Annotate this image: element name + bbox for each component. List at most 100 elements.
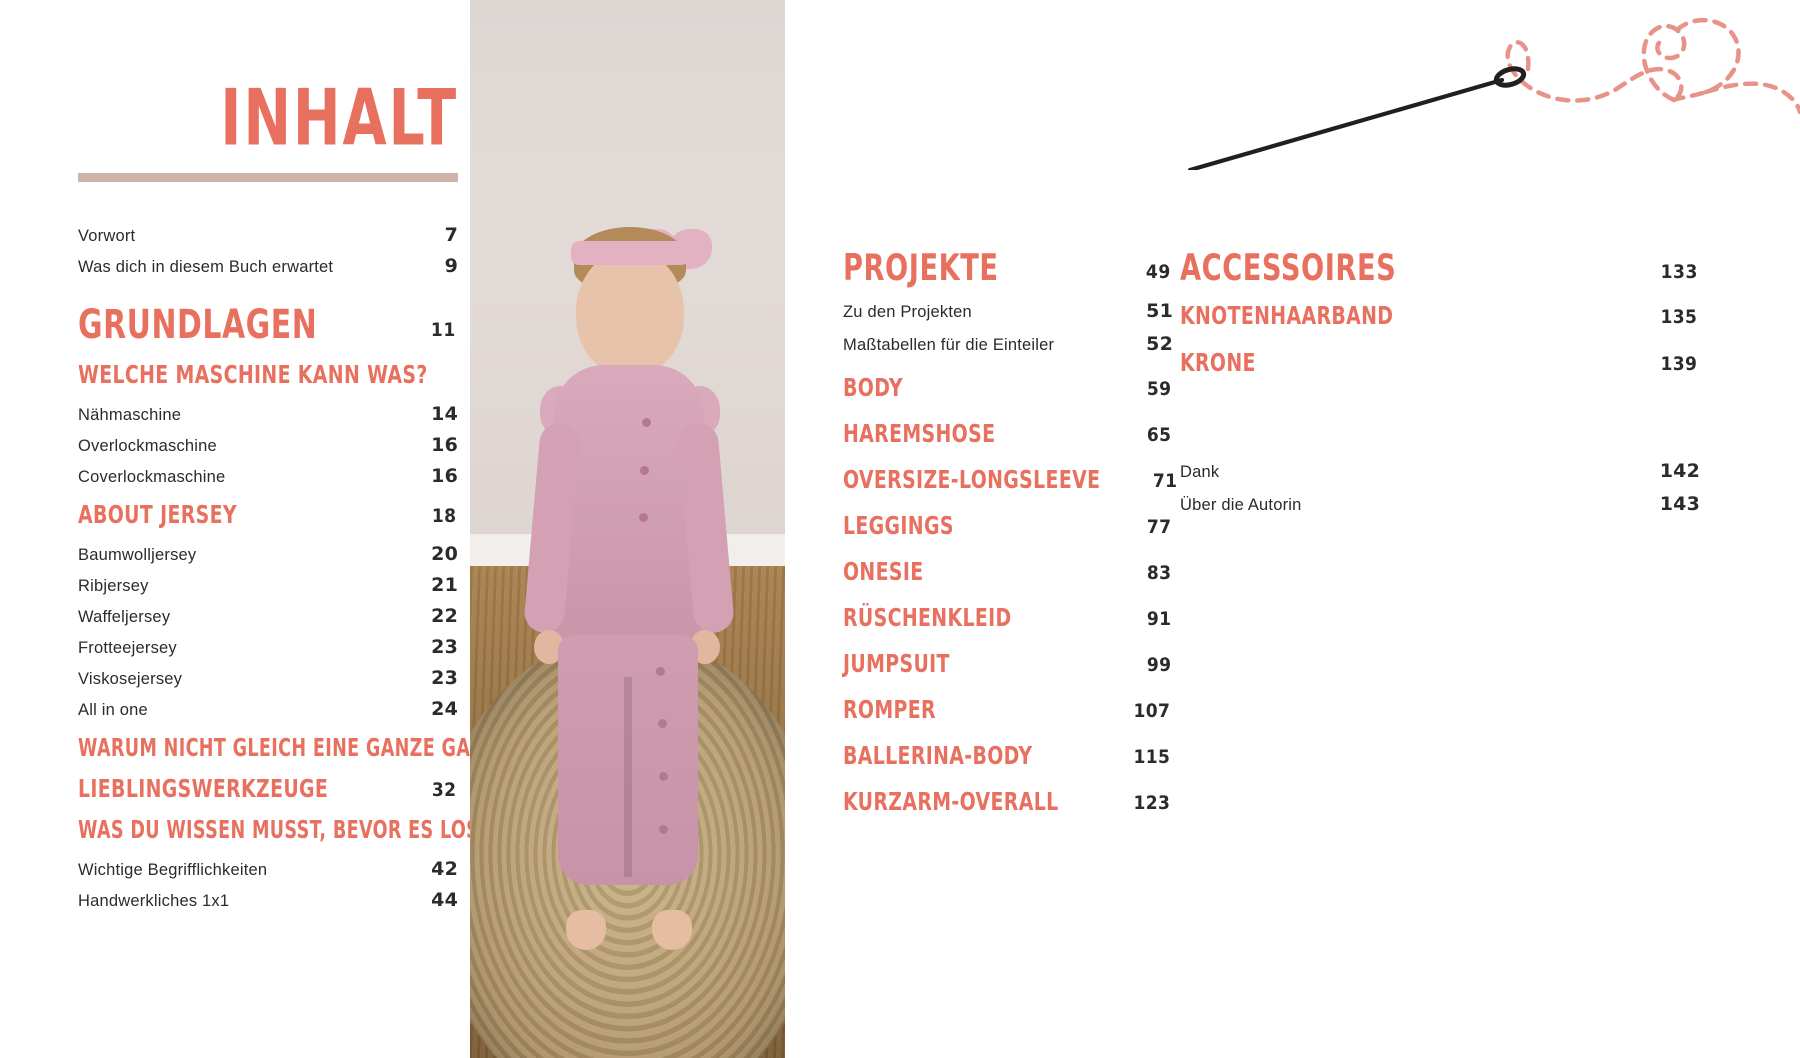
toc-entry-page-number: 52 [1146, 333, 1173, 355]
toc-entry[interactable]: Ribjersey 21 [78, 574, 458, 596]
toc-entry[interactable]: HAREMSHOSE 65 [843, 420, 1173, 449]
toc-entry-label: ACCESSOIRES [1180, 246, 1397, 290]
photo-snap-button [639, 465, 649, 475]
title-divider [78, 173, 458, 182]
photo-snap-button [655, 666, 665, 676]
toc-entry[interactable]: WARUM NICHT GLEICH EINE GANZE GARDEROBE?… [78, 735, 737, 763]
toc-entry[interactable]: ACCESSOIRES 133 [1180, 246, 1700, 290]
toc-entry-label: KNOTENHAARBAND [1180, 302, 1394, 331]
photo-snap-button [641, 417, 651, 427]
toc-entry[interactable]: WELCHE MASCHINE KANN WAS?12 [78, 362, 520, 390]
toc-entry-label: Dank [1180, 463, 1220, 481]
toc-entry[interactable]: KRONE 139 [1180, 350, 1700, 378]
needle-thread-decoration [1150, 0, 1800, 173]
toc-entry-label: ROMPER [843, 696, 936, 725]
toc-entry-label: Über die Autorin [1180, 496, 1302, 514]
column-spacer [1180, 398, 1700, 460]
toc-entry-page-number: 23 [431, 667, 458, 689]
page-title: INHALT [220, 72, 458, 164]
photo-headband [570, 241, 689, 266]
toc-entry-page-number: 44 [431, 889, 458, 911]
toc-entry-label: ABOUT JERSEY [78, 501, 237, 530]
toc-entry-label: Baumwolljersey [78, 546, 197, 564]
toc-entry[interactable]: Wichtige Begrifflichkeiten 42 [78, 858, 458, 880]
toc-entry-label: Frotteejersey [78, 639, 177, 657]
toc-entry-page-number: 49 [1146, 261, 1172, 283]
toc-entry-page-number: 11 [431, 319, 457, 341]
toc-entry[interactable]: BODY 59 [843, 374, 1173, 403]
toc-entry-page-number: 9 [444, 255, 458, 277]
toc-entry[interactable]: Frotteejersey 23 [78, 636, 458, 658]
toc-entry[interactable]: LEGGINGS 77 [843, 512, 1173, 541]
toc-entry[interactable]: Handwerkliches 1x1 44 [78, 889, 458, 911]
toc-entry[interactable]: WAS DU WISSEN MUSST, BEVOR ES LOSGEHT40 [78, 817, 683, 845]
toc-entry-page-number: 18 [431, 505, 457, 527]
toc-entry[interactable]: ONESIE 83 [843, 559, 1173, 587]
baby-photo [470, 0, 785, 1058]
toc-entry[interactable]: Baumwolljersey 20 [78, 543, 458, 565]
toc-entry[interactable]: Zu den Projekten 51 [843, 300, 1173, 322]
toc-entry[interactable]: JUMPSUIT 99 [843, 650, 1173, 679]
photo-snap-button [638, 513, 648, 523]
toc-entry[interactable]: OVERSIZE-LONGSLEEVE 71 [843, 466, 1177, 495]
toc-entry-label: Maßtabellen für die Einteiler [843, 336, 1055, 354]
toc-entry-label: OVERSIZE-LONGSLEEVE [843, 466, 1101, 495]
right-column: ACCESSOIRES 133 KNOTENHAARBAND 135 KRONE 139 D… [1180, 246, 1700, 526]
toc-entry-page-number: 139 [1660, 353, 1698, 375]
toc-entry[interactable]: LIEBLINGSWERKZEUGE 32 [78, 776, 458, 804]
toc-entry-page-number: 7 [444, 224, 458, 246]
toc-entry-label: KURZARM-OVERALL [843, 788, 1059, 817]
toc-entry[interactable]: Nähmaschine 14 [78, 403, 458, 425]
toc-entry[interactable]: Dank 142 [1180, 460, 1700, 482]
toc-entry-page-number: 107 [1133, 700, 1171, 722]
toc-entry[interactable]: Coverlockmaschine 16 [78, 465, 458, 487]
toc-entry-page-number: 143 [1659, 493, 1700, 515]
toc-entry[interactable]: Waffeljersey 22 [78, 605, 458, 627]
toc-entry-label: GRUNDLAGEN [78, 301, 318, 349]
toc-entry[interactable]: Overlockmaschine 16 [78, 434, 458, 456]
photo-snap-button [658, 825, 668, 835]
toc-entry-label: Waffeljersey [78, 608, 171, 626]
toc-entry[interactable]: KURZARM-OVERALL 123 [843, 788, 1173, 817]
toc-entry-page-number: 133 [1660, 261, 1698, 283]
toc-entry[interactable]: Über die Autorin 143 [1180, 493, 1700, 515]
toc-entry-label: Coverlockmaschine [78, 468, 226, 486]
sewing-needle-icon [1187, 66, 1527, 173]
toc-entry-page-number: 51 [1146, 300, 1173, 322]
toc-entry[interactable]: Maßtabellen für die Einteiler 52 [843, 333, 1173, 355]
toc-entry-label: Ribjersey [78, 577, 149, 595]
toc-entry[interactable]: BALLERINA-BODY 115 [843, 743, 1173, 771]
toc-entry-label: BODY [843, 374, 903, 403]
thread-icon [1505, 17, 1800, 115]
toc-entry-page-number: 77 [1146, 516, 1172, 538]
toc-entry-label: LEGGINGS [843, 512, 954, 541]
toc-entry-label: JUMPSUIT [843, 650, 950, 679]
toc-entry[interactable]: Was dich in diesem Buch erwartet 9 [78, 255, 458, 277]
toc-entry[interactable]: Viskosejersey 23 [78, 667, 458, 689]
toc-entry-label: Viskosejersey [78, 670, 183, 688]
middle-toc-list: PROJEKTE 49 Zu den Projekten 51 Maßtabellen … [843, 247, 1177, 817]
toc-entry-label: Vorwort [78, 227, 136, 245]
toc-entry[interactable]: GRUNDLAGEN 11 [78, 301, 458, 348]
toc-entry-page-number: 135 [1660, 306, 1698, 328]
toc-entry[interactable]: All in one 24 [78, 698, 458, 720]
toc-entry[interactable]: Vorwort 7 [78, 224, 458, 246]
toc-entry-label: Nähmaschine [78, 406, 182, 424]
toc-entry-page-number: 91 [1146, 608, 1172, 630]
photo-legs [557, 634, 698, 885]
toc-entry-label: HAREMSHOSE [843, 420, 996, 449]
toc-entry-page-number: 59 [1146, 378, 1172, 400]
toc-entry[interactable]: KNOTENHAARBAND 135 [1180, 302, 1700, 331]
toc-entry-label: Wichtige Begrifflichkeiten [78, 861, 268, 879]
toc-entry-label: Handwerkliches 1x1 [78, 892, 230, 910]
toc-entry[interactable]: ROMPER 107 [843, 696, 1173, 725]
photo-foot-left [565, 909, 606, 950]
left-toc-list: Vorwort 7 Was dich in diesem Buch erwartet… [78, 224, 737, 911]
toc-entry-label: WAS DU WISSEN MUSST, BEVOR ES LOSGEHT [78, 816, 534, 845]
toc-entry-page-number: 71 [1153, 470, 1178, 492]
toc-entry[interactable]: PROJEKTE 49 [843, 247, 1173, 289]
toc-entry[interactable]: ABOUT JERSEY 18 [78, 501, 458, 530]
photo-foot-right [651, 909, 692, 950]
toc-entry-page-number: 21 [431, 574, 458, 596]
toc-entry[interactable]: RÜSCHENKLEID 91 [843, 605, 1173, 633]
